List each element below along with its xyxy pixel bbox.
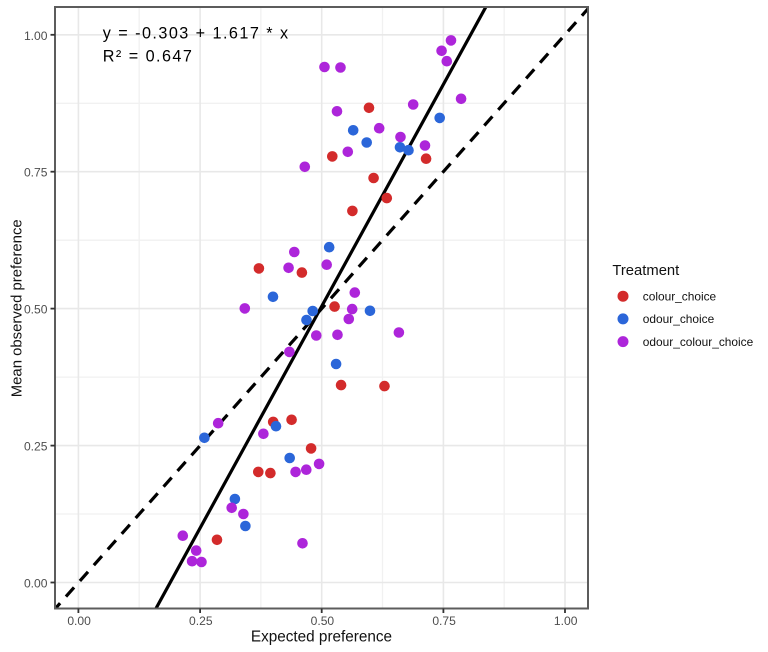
svg-text:0.50: 0.50 <box>24 303 48 317</box>
svg-text:Expected preference: Expected preference <box>251 629 392 646</box>
svg-text:0.75: 0.75 <box>432 614 456 628</box>
svg-text:Mean observed preference: Mean observed preference <box>10 219 26 397</box>
svg-text:1.00: 1.00 <box>24 29 48 43</box>
svg-text:1.00: 1.00 <box>554 614 578 628</box>
svg-text:0.50: 0.50 <box>311 614 335 628</box>
svg-text:colour_choice: colour_choice <box>643 289 717 303</box>
svg-text:0.25: 0.25 <box>189 614 213 628</box>
svg-text:0.00: 0.00 <box>67 614 91 628</box>
svg-text:odour_colour_choice: odour_colour_choice <box>643 335 754 349</box>
svg-text:0.25: 0.25 <box>24 440 48 454</box>
svg-text:R² = 0.647: R² = 0.647 <box>103 47 194 65</box>
svg-text:0.75: 0.75 <box>24 166 48 180</box>
svg-text:odour_choice: odour_choice <box>643 312 715 326</box>
svg-text:0.00: 0.00 <box>24 577 48 591</box>
svg-text:Treatment: Treatment <box>612 263 679 279</box>
svg-text:y = -0.303 + 1.617 * x: y = -0.303 + 1.617 * x <box>103 25 290 43</box>
